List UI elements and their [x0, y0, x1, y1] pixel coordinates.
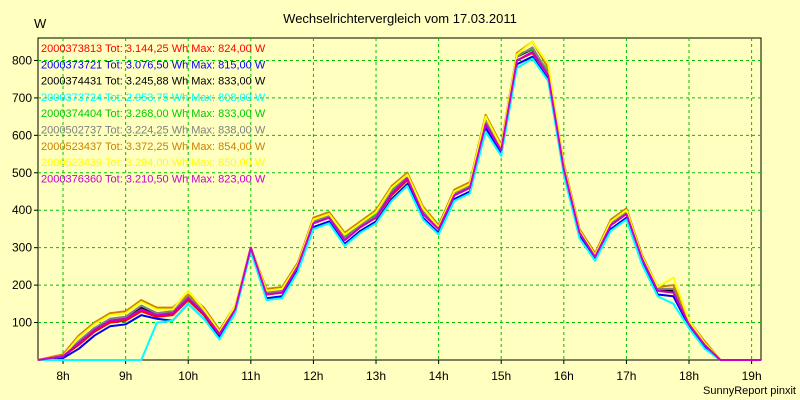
x-tick-label-8h: 8h	[56, 369, 69, 383]
x-tick-label-15h: 15h	[491, 369, 511, 383]
x-tick-label-11h: 11h	[241, 369, 260, 383]
x-tick-label-14h: 14h	[429, 369, 449, 383]
legend-entry-2000373721: 2000373721 Tot: 3.076,50 Wh Max: 815,00 …	[41, 59, 266, 71]
legend-entry-2000373724: 2000373724 Tot: 2.953,75 Wh Max: 808,00 …	[41, 92, 266, 104]
x-tick-label-9h: 9h	[119, 369, 132, 383]
y-tick-label-200: 200	[12, 278, 32, 292]
series-line-2000373724	[38, 57, 761, 361]
legend-entry-2000374431: 2000374431 Tot: 3.245,88 Wh Max: 833,00 …	[41, 76, 266, 88]
series-line-2000376360	[37, 50, 761, 361]
x-tick-label-17h: 17h	[616, 369, 636, 383]
x-tick-label-19h: 19h	[742, 369, 762, 383]
x-tick-label-12h: 12h	[303, 369, 323, 383]
plot-area	[37, 37, 762, 361]
y-tick-labels: 100 200 300 400 500 600 700 800	[12, 53, 38, 330]
x-tick-labels: 8h 9h 10h 11h 12h 13h 14h 15h 16h 17h 18h 19h	[56, 360, 762, 383]
y-tick-label-700: 700	[12, 91, 32, 105]
legend-entry-2000523439: 2000523439 Tot: 3.294,00 Wh Max: 850,00 …	[41, 157, 266, 169]
x-tick-label-16h: 16h	[554, 369, 574, 383]
legend-entry-2000502737: 2000502737 Tot: 3.224,25 Wh Max: 838,00 …	[41, 125, 266, 137]
y-tick-label-500: 500	[12, 166, 32, 180]
legend: 2000373813 Tot: 3.144,25 Wh Max: 824,00 …	[41, 43, 266, 185]
series-line-2000523439	[37, 40, 761, 361]
y-tick-label-600: 600	[12, 128, 32, 142]
y-tick-label-400: 400	[12, 203, 32, 217]
y-tick-label-100: 100	[12, 316, 32, 330]
x-tick-label-13h: 13h	[366, 369, 386, 383]
x-tick-label-18h: 18h	[679, 369, 699, 383]
series-lines	[37, 40, 761, 361]
y-tick-label-800: 800	[12, 53, 32, 67]
y-tick-label-300: 300	[12, 241, 32, 255]
x-tick-label-10h: 10h	[178, 369, 198, 383]
chart-title: Wechselrichtervergleich vom 17.03.2011	[283, 11, 517, 26]
legend-entry-2000373813: 2000373813 Tot: 3.144,25 Wh Max: 824,00 …	[41, 43, 266, 55]
legend-entry-2000376360: 2000376360 Tot: 3.210,50 Wh Max: 823,00 …	[41, 173, 266, 185]
legend-entry-2000523437: 2000523437 Tot: 3.372,25 Wh Max: 854,00 …	[41, 141, 266, 153]
y-axis-label: W	[34, 16, 47, 31]
legend-entry-2000374404: 2000374404 Tot: 3.268,00 Wh Max: 833,00 …	[41, 108, 266, 120]
footer-credit: SunnyReport pinxit	[703, 385, 796, 397]
